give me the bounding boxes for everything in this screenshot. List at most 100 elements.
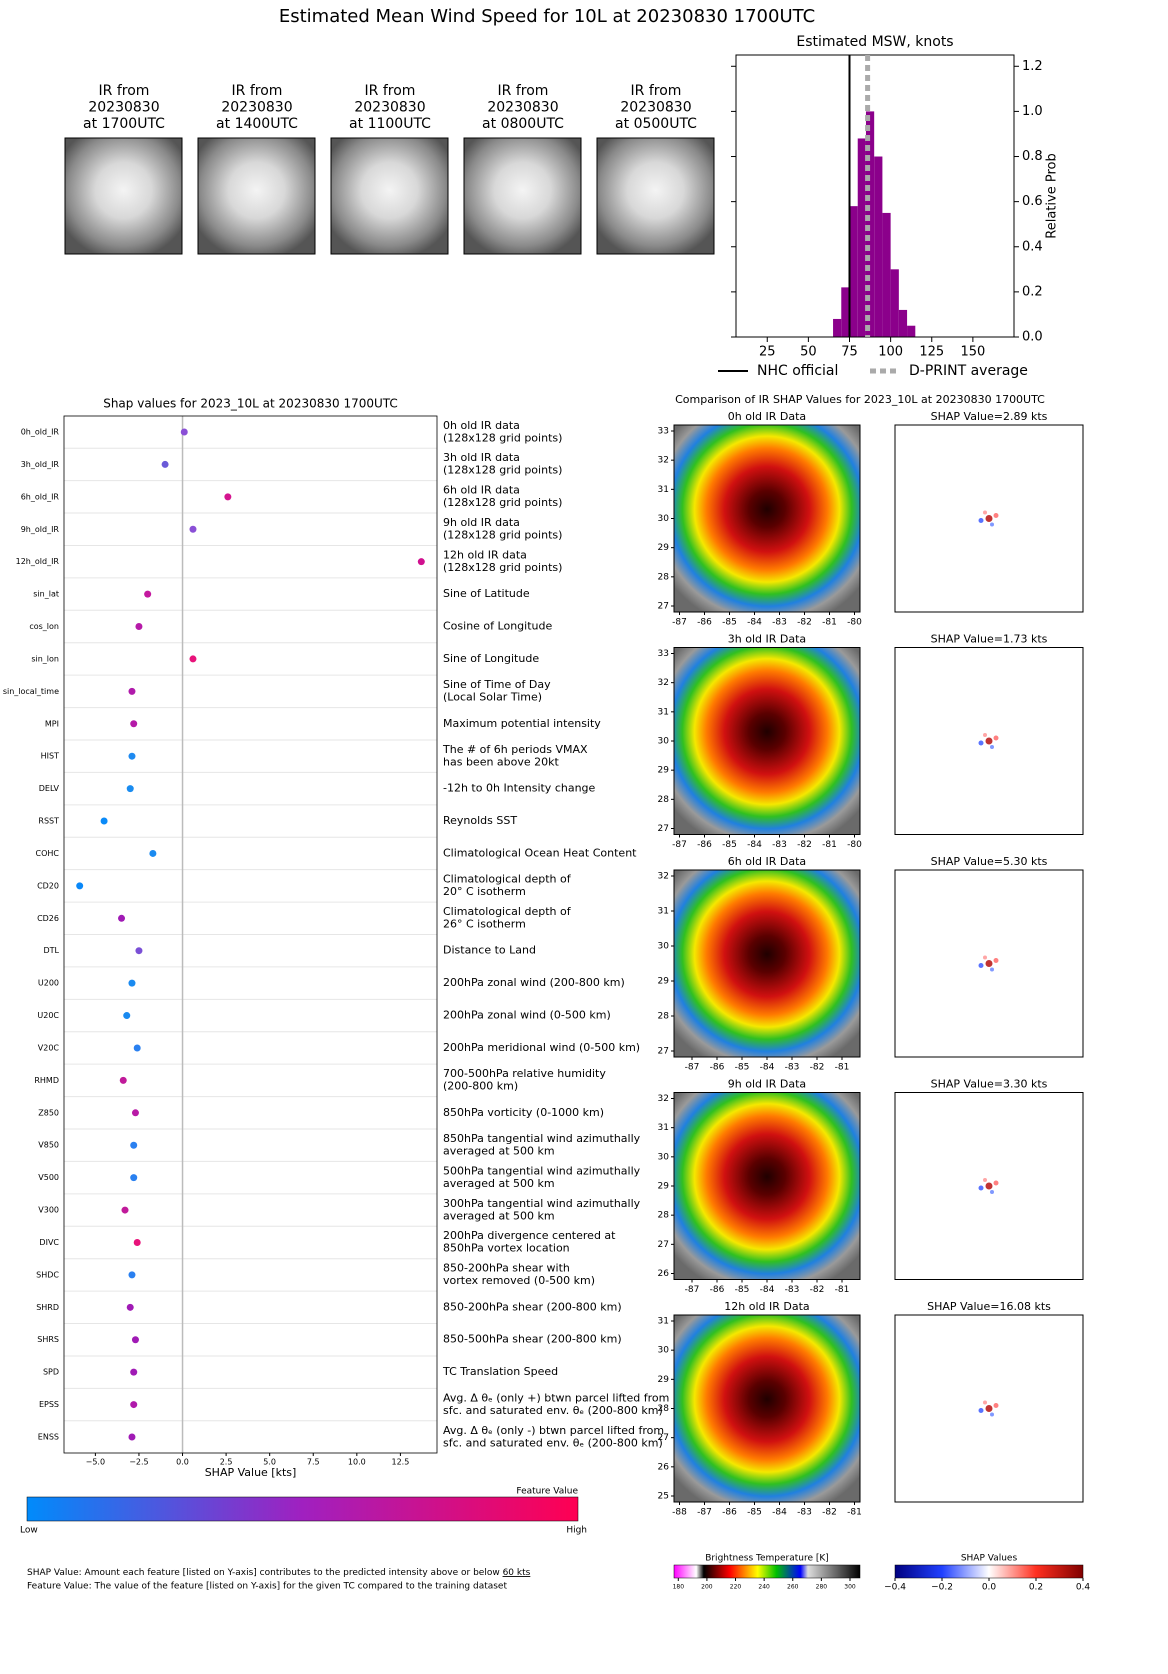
y-tick-label: 0h_old_IR bbox=[21, 428, 60, 437]
x-tick-label: -83 bbox=[785, 1285, 800, 1295]
chart-title: Estimated MSW, knots bbox=[796, 34, 953, 50]
shap-blob bbox=[978, 518, 984, 523]
ir-label: IR from bbox=[631, 83, 682, 99]
feature-description: 500hPa tangential wind azimuthally bbox=[443, 1164, 641, 1177]
legend-label: D-PRINT average bbox=[909, 363, 1028, 379]
shap-blob bbox=[983, 955, 987, 960]
x-tick-label: -81 bbox=[835, 1285, 850, 1295]
x-tick-label: -82 bbox=[797, 618, 812, 628]
y-tick-label: 30 bbox=[658, 1346, 670, 1356]
dot bbox=[180, 428, 188, 436]
feature-description: 3h old IR data bbox=[443, 451, 520, 464]
dot bbox=[189, 525, 197, 533]
y-tick-label: 27 bbox=[658, 602, 669, 612]
feature-description: Sine of Latitude bbox=[443, 587, 530, 600]
colorbar-tick-label: 180 bbox=[673, 1584, 685, 1591]
x-tick-label: -88 bbox=[672, 1508, 687, 1518]
map-title: SHAP Value=1.73 kts bbox=[931, 633, 1048, 646]
feature-description: 200hPa divergence centered at bbox=[443, 1229, 616, 1242]
y-tick-label: 27 bbox=[658, 1433, 669, 1443]
shap-blob bbox=[985, 960, 993, 967]
feature-description: vortex removed (0-500 km) bbox=[443, 1274, 595, 1287]
dot bbox=[144, 590, 152, 598]
y-tick-label: ENSS bbox=[38, 1433, 59, 1442]
y-tick-label: 32 bbox=[658, 872, 669, 882]
footer-threshold: 60 kts bbox=[503, 1568, 531, 1578]
x-tick-label: -81 bbox=[822, 840, 837, 850]
dot bbox=[135, 623, 143, 631]
dot bbox=[131, 1336, 139, 1344]
dot bbox=[118, 914, 126, 922]
bar bbox=[833, 318, 842, 337]
feature-description: Climatological Ocean Heat Content bbox=[443, 846, 637, 859]
shap-blob bbox=[983, 1400, 987, 1405]
plot-frame bbox=[735, 54, 1015, 338]
ir-label: IR from bbox=[232, 83, 283, 99]
feature-description: (128x128 grid points) bbox=[443, 431, 562, 444]
x-tick-label: 150 bbox=[960, 345, 985, 360]
ir-map bbox=[673, 1314, 861, 1503]
shap-blob bbox=[990, 522, 994, 527]
x-tick-label: -82 bbox=[810, 1285, 825, 1295]
bar bbox=[898, 309, 908, 337]
y-tick-label: sin_lon bbox=[31, 654, 59, 663]
x-tick-label: -83 bbox=[772, 840, 787, 850]
y-tick-label: 31 bbox=[658, 907, 669, 917]
y-tick-label: 33 bbox=[658, 427, 669, 437]
dot bbox=[128, 687, 136, 695]
feature-description: 9h old IR data bbox=[443, 516, 520, 529]
x-tick-label: -85 bbox=[747, 1508, 762, 1518]
dot bbox=[224, 493, 232, 501]
x-tick-label: -85 bbox=[722, 618, 737, 628]
y-tick-label: CD20 bbox=[37, 881, 59, 890]
map-title: 12h old IR Data bbox=[724, 1300, 809, 1313]
ir-map bbox=[673, 424, 861, 613]
x-tick-label: -87 bbox=[672, 618, 687, 628]
ir-label: at 0500UTC bbox=[615, 116, 697, 132]
shap-blob bbox=[990, 1412, 994, 1417]
feature-description: 6h old IR data bbox=[443, 484, 520, 497]
feature-description: 0h old IR data bbox=[443, 419, 520, 432]
feature-description: Reynolds SST bbox=[443, 814, 517, 827]
x-tick-label: −2.5 bbox=[129, 1458, 148, 1467]
shap-blob bbox=[985, 737, 993, 745]
y-tick-label: 9h_old_IR bbox=[21, 525, 60, 534]
x-tick-label: -81 bbox=[822, 618, 837, 628]
dot bbox=[123, 1012, 131, 1020]
y-tick-label: U200 bbox=[38, 979, 59, 988]
x-tick-label: -80 bbox=[847, 618, 862, 628]
feature-description: 850hPa vorticity (0-1000 km) bbox=[443, 1106, 604, 1119]
y-tick-label: 0.4 bbox=[1022, 239, 1043, 254]
x-tick-label: -84 bbox=[772, 1508, 787, 1518]
y-tick-label: SHRS bbox=[37, 1335, 59, 1344]
y-tick-label: V300 bbox=[38, 1206, 59, 1215]
y-tick-label: DIVC bbox=[39, 1238, 59, 1247]
shap-blob bbox=[993, 1403, 999, 1408]
x-tick-label: 0.0 bbox=[176, 1458, 189, 1467]
y-tick-label: DELV bbox=[39, 784, 60, 793]
y-tick-label: 28 bbox=[658, 795, 670, 805]
colorbar-high: High bbox=[566, 1526, 587, 1536]
shap-blob bbox=[985, 1405, 993, 1412]
y-tick-label: V20C bbox=[38, 1043, 60, 1052]
x-tick-label: 7.5 bbox=[307, 1458, 320, 1467]
y-tick-label: V850 bbox=[38, 1141, 59, 1150]
ir-label: at 0800UTC bbox=[482, 116, 564, 132]
colorbar-tick-label: 260 bbox=[787, 1584, 799, 1591]
dot bbox=[128, 979, 136, 987]
y-tick-label: 3h_old_IR bbox=[21, 460, 60, 469]
bar bbox=[874, 156, 883, 337]
colorbar-title: Feature Value bbox=[516, 1487, 578, 1497]
x-tick-label: 5.0 bbox=[263, 1458, 276, 1467]
feature-description: Cosine of Longitude bbox=[443, 620, 552, 633]
y-tick-label: 26 bbox=[658, 1462, 670, 1472]
x-tick-label: -87 bbox=[672, 840, 687, 850]
map-title: SHAP Value=16.08 kts bbox=[927, 1300, 1051, 1313]
shap-blob bbox=[985, 1182, 993, 1190]
y-tick-label: 28 bbox=[658, 1211, 670, 1221]
bar bbox=[907, 325, 916, 337]
feature-description: 700-500hPa relative humidity bbox=[443, 1067, 606, 1080]
x-tick-label: -83 bbox=[797, 1508, 812, 1518]
feature-description: Climatological depth of bbox=[443, 873, 572, 886]
feature-description: averaged at 500 km bbox=[443, 1144, 555, 1157]
